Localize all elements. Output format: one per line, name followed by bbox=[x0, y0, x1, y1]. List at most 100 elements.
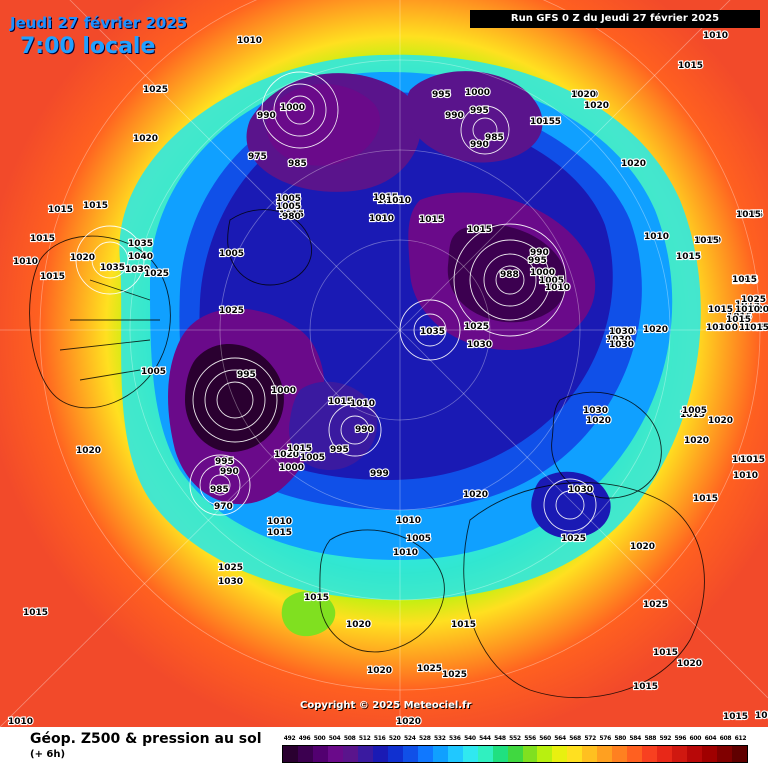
color-scale-bar bbox=[282, 745, 748, 763]
pressure-label: 1015 bbox=[279, 210, 304, 220]
pressure-label: 1020 bbox=[643, 325, 668, 335]
scale-swatch bbox=[717, 746, 733, 762]
pressure-label: 1025 bbox=[561, 534, 586, 544]
pressure-label: 985 bbox=[485, 133, 504, 143]
pressure-label: 1035 bbox=[420, 327, 445, 337]
pressure-label: 980 bbox=[282, 212, 301, 222]
pressure-label: 988 bbox=[500, 270, 519, 280]
pressure-label: 1030 bbox=[606, 335, 631, 345]
pressure-label: 1040 bbox=[128, 252, 153, 262]
pressure-label: 1005 bbox=[682, 406, 707, 416]
scale-swatch bbox=[627, 746, 643, 762]
pressure-label: 990 bbox=[445, 111, 464, 121]
pressure-label: 1000 bbox=[280, 103, 305, 113]
pressure-label: 1025 bbox=[218, 563, 243, 573]
scale-swatch bbox=[327, 746, 343, 762]
pressure-label: 1015 bbox=[536, 117, 561, 127]
scale-swatch bbox=[687, 746, 703, 762]
pressure-label: 1010 bbox=[545, 283, 570, 293]
pressure-label: 1020 bbox=[70, 253, 95, 263]
scale-swatch bbox=[312, 746, 328, 762]
color-scale-labels: 492 496 500 504 508 512 516 520 524 528 532 536 540 5… bbox=[282, 733, 748, 745]
forecast-map: 1010 1025 1020 1015 1015 1015 1010 1020 … bbox=[0, 0, 768, 727]
scale-swatch bbox=[477, 746, 493, 762]
pressure-label: 1010 bbox=[267, 517, 292, 527]
pressure-label: 1010 bbox=[8, 717, 33, 727]
scale-swatch bbox=[492, 746, 508, 762]
scale-swatch bbox=[507, 746, 523, 762]
scale-swatch bbox=[462, 746, 478, 762]
scale-label: 584 bbox=[629, 735, 642, 742]
scale-swatch bbox=[672, 746, 688, 762]
scale-swatch bbox=[447, 746, 463, 762]
pressure-label: 1015 bbox=[736, 210, 761, 220]
pressure-label: 1020 bbox=[76, 446, 101, 456]
scale-swatch bbox=[657, 746, 673, 762]
scale-swatch bbox=[283, 746, 298, 762]
pressure-label: 1015 bbox=[304, 593, 329, 603]
pressure-label: 1010 bbox=[732, 455, 757, 465]
pressure-label: 1015 bbox=[740, 455, 765, 465]
scale-label: 564 bbox=[554, 735, 566, 742]
pressure-label: 1015 bbox=[40, 272, 65, 282]
scale-swatch bbox=[702, 746, 718, 762]
pressure-label: 1015 bbox=[467, 225, 492, 235]
pressure-label: 990 bbox=[530, 248, 549, 258]
forecast-date: Jeudi 27 février 2025 bbox=[10, 14, 188, 32]
scale-label: 560 bbox=[539, 735, 551, 742]
pressure-label: 1020 bbox=[396, 717, 421, 727]
pressure-label: 1005 bbox=[406, 534, 431, 544]
pressure-label: 1005 bbox=[276, 194, 301, 204]
pressure-label: 985 bbox=[288, 159, 307, 169]
pressure-label: 970 bbox=[214, 502, 233, 512]
scale-label: 596 bbox=[674, 735, 687, 742]
pressure-label: 1015 bbox=[727, 312, 752, 322]
pressure-label: 1015 bbox=[653, 648, 678, 658]
pressure-label: 1010 bbox=[13, 257, 38, 267]
pressure-label: 1005 bbox=[300, 453, 325, 463]
pressure-label: 1015 bbox=[723, 712, 748, 722]
pressure-label: 1005 bbox=[732, 276, 757, 286]
pressure-label: 1020 bbox=[573, 90, 598, 100]
pressure-label: 1005 bbox=[276, 202, 301, 212]
scale-label: 500 bbox=[313, 735, 326, 742]
pressure-label: 995 bbox=[528, 256, 547, 266]
pressure-label: 1030 bbox=[609, 340, 634, 350]
pressure-label: 990 bbox=[257, 111, 276, 121]
scale-swatch bbox=[342, 746, 358, 762]
scale-swatch bbox=[582, 746, 598, 762]
pressure-label: 1015 bbox=[328, 397, 353, 407]
pressure-label: 1010 bbox=[735, 305, 760, 315]
scale-label: 532 bbox=[434, 735, 446, 742]
copyright-notice: Copyright © 2025 Meteociel.fr bbox=[300, 700, 472, 711]
pressure-labels: 1010 1025 1020 1015 1015 1015 1010 1020 … bbox=[7, 30, 768, 727]
pressure-label: 1025 bbox=[643, 600, 668, 610]
pressure-label: 1000 bbox=[271, 386, 296, 396]
pressure-label: 1020 bbox=[463, 490, 488, 500]
scale-label: 516 bbox=[373, 735, 386, 742]
scale-label: 556 bbox=[524, 735, 536, 742]
scale-swatch bbox=[432, 746, 448, 762]
scale-label: 588 bbox=[644, 735, 657, 742]
pressure-label: 1015 bbox=[694, 236, 719, 246]
pressure-label: 1010 bbox=[386, 196, 411, 206]
scale-swatch bbox=[642, 746, 658, 762]
pressure-label: 1015 bbox=[451, 620, 476, 630]
pressure-label: 1000 bbox=[465, 88, 490, 98]
pressure-label: 1015 bbox=[83, 201, 108, 211]
scale-label: 576 bbox=[599, 735, 611, 742]
scale-swatch bbox=[612, 746, 628, 762]
pressure-label: 1020 bbox=[274, 450, 299, 460]
pressure-label: 1015 bbox=[678, 61, 703, 71]
pressure-label: 1025 bbox=[219, 306, 244, 316]
pressure-label: 1015 bbox=[23, 608, 48, 618]
pressure-label: 1015 bbox=[739, 323, 764, 333]
pressure-label: 999 bbox=[370, 469, 389, 479]
pressure-label: 1015 bbox=[30, 234, 55, 244]
pressure-label: 1030 bbox=[568, 485, 593, 495]
scale-label: 580 bbox=[614, 735, 627, 742]
pressure-label: 1010 bbox=[755, 711, 768, 721]
pressure-label: 990 bbox=[470, 140, 489, 150]
pressure-label: 1015 bbox=[680, 410, 705, 420]
pressure-label: 1015 bbox=[708, 305, 733, 315]
